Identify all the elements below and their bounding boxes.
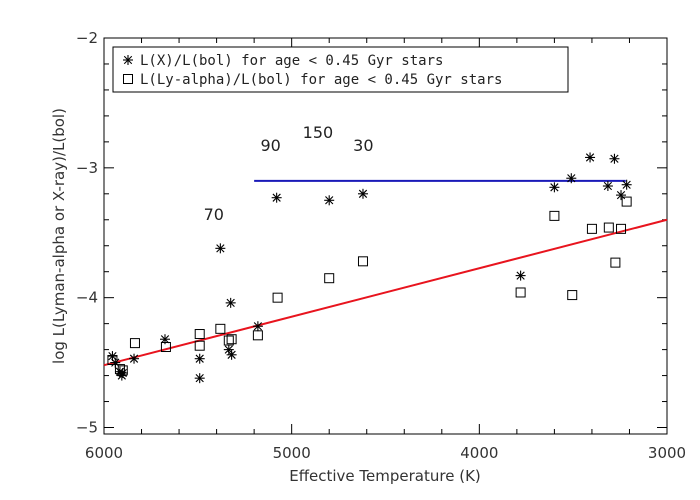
annotation-label: 70 [204,205,224,224]
asterisk-stroke [585,153,595,162]
square-marker [223,335,234,346]
asterisk-stroke [610,154,619,163]
asterisk-stroke [195,374,204,383]
axis-ticks [103,37,668,434]
square-marker [160,342,171,353]
asterisk-stroke [160,335,170,344]
asterisk-marker [225,297,236,308]
asterisk-marker [616,190,627,201]
y-axis-label: log L(Lyman-alpha or X-ray)/L(bol) [50,108,68,364]
y-tick-label: −5 [76,419,98,437]
square-marker [549,210,560,221]
annotation-label: 90 [260,136,280,155]
asterisk-stroke [226,298,235,308]
asterisk-stroke [616,190,626,200]
asterisk-marker [226,349,237,360]
asterisk-marker [252,321,263,332]
asterisk-marker [621,179,632,190]
square-marker [324,273,335,284]
asterisk-marker [602,181,613,192]
asterisk-marker [194,373,205,384]
square-marker [194,340,205,351]
legend-box [112,46,569,93]
asterisk-stroke [129,354,139,363]
data-markers [107,152,632,384]
square-marker [357,256,368,267]
asterisk-stroke [358,189,368,198]
asterisk-stroke [227,350,236,359]
asterisk-stroke [253,322,263,331]
asterisk-stroke [216,244,225,253]
square-marker [610,257,621,268]
square-marker [194,329,205,340]
asterisk-marker [549,182,560,193]
x-axis-label: Effective Temperature (K) [289,467,481,485]
x-tick-label: 4000 [460,444,498,462]
square-marker [616,223,627,234]
annotations: 70 90 150 30 [204,123,374,224]
square-marker [586,223,597,234]
y-tick-label: −3 [76,159,98,177]
y-tick-label: −2 [76,29,98,47]
annotation-label: 150 [303,123,334,142]
annotation-label: 30 [353,136,373,155]
asterisk-stroke [550,183,559,192]
square-marker [226,334,237,345]
asterisk-marker [215,243,226,254]
y-tick-label: −4 [76,289,98,307]
asterisk-marker [110,357,121,368]
fit-lines [103,179,668,367]
fit-line [103,218,668,367]
square-marker [117,365,128,376]
asterisk-marker [223,344,234,355]
square-marker [621,196,632,207]
x-tick-label: 6000 [85,444,123,462]
asterisk-stroke [603,181,613,191]
asterisk-stroke [118,368,127,378]
asterisk-stroke [123,55,133,65]
square-marker [515,287,526,298]
square-marker [129,338,140,349]
asterisk-marker [129,353,140,364]
asterisk-marker [324,195,335,206]
asterisk-marker [609,153,620,164]
asterisk-marker [194,353,205,364]
legend-label: L(Ly-alpha)/L(bol) for age < 0.45 Gyr st… [140,72,502,88]
plot-frame [103,37,668,435]
asterisk-stroke [516,271,525,280]
asterisk-marker [357,188,368,199]
square-marker [114,364,125,375]
asterisk-stroke [111,358,120,367]
asterisk-stroke [195,354,204,363]
asterisk-marker [123,55,133,65]
x-tick-label: 3000 [648,444,686,462]
axis-tick-labels: 6000 5000 4000 3000 −5 −4 −3 −2 [76,29,686,462]
asterisk-marker [566,173,577,184]
asterisk-stroke [622,180,631,189]
legend-label: L(X)/L(bol) for age < 0.45 Gyr stars [140,53,443,69]
legend: L(X)/L(bol) for age < 0.45 Gyr stars L(Ly… [112,46,569,93]
asterisk-stroke [224,345,233,354]
asterisk-marker [117,367,128,378]
asterisk-marker [515,270,526,281]
asterisk-marker [271,192,282,203]
asterisk-stroke [108,351,117,361]
square-marker [272,292,283,303]
square-marker [107,354,118,365]
square-marker [215,323,226,334]
square-marker [252,330,263,341]
asterisk-stroke [272,193,281,202]
asterisk-stroke [325,196,334,205]
square-marker [123,74,133,84]
square-marker [603,222,614,233]
asterisk-stroke [567,174,576,183]
asterisk-marker [585,152,596,163]
square-marker [567,290,578,301]
x-tick-label: 5000 [273,444,311,462]
